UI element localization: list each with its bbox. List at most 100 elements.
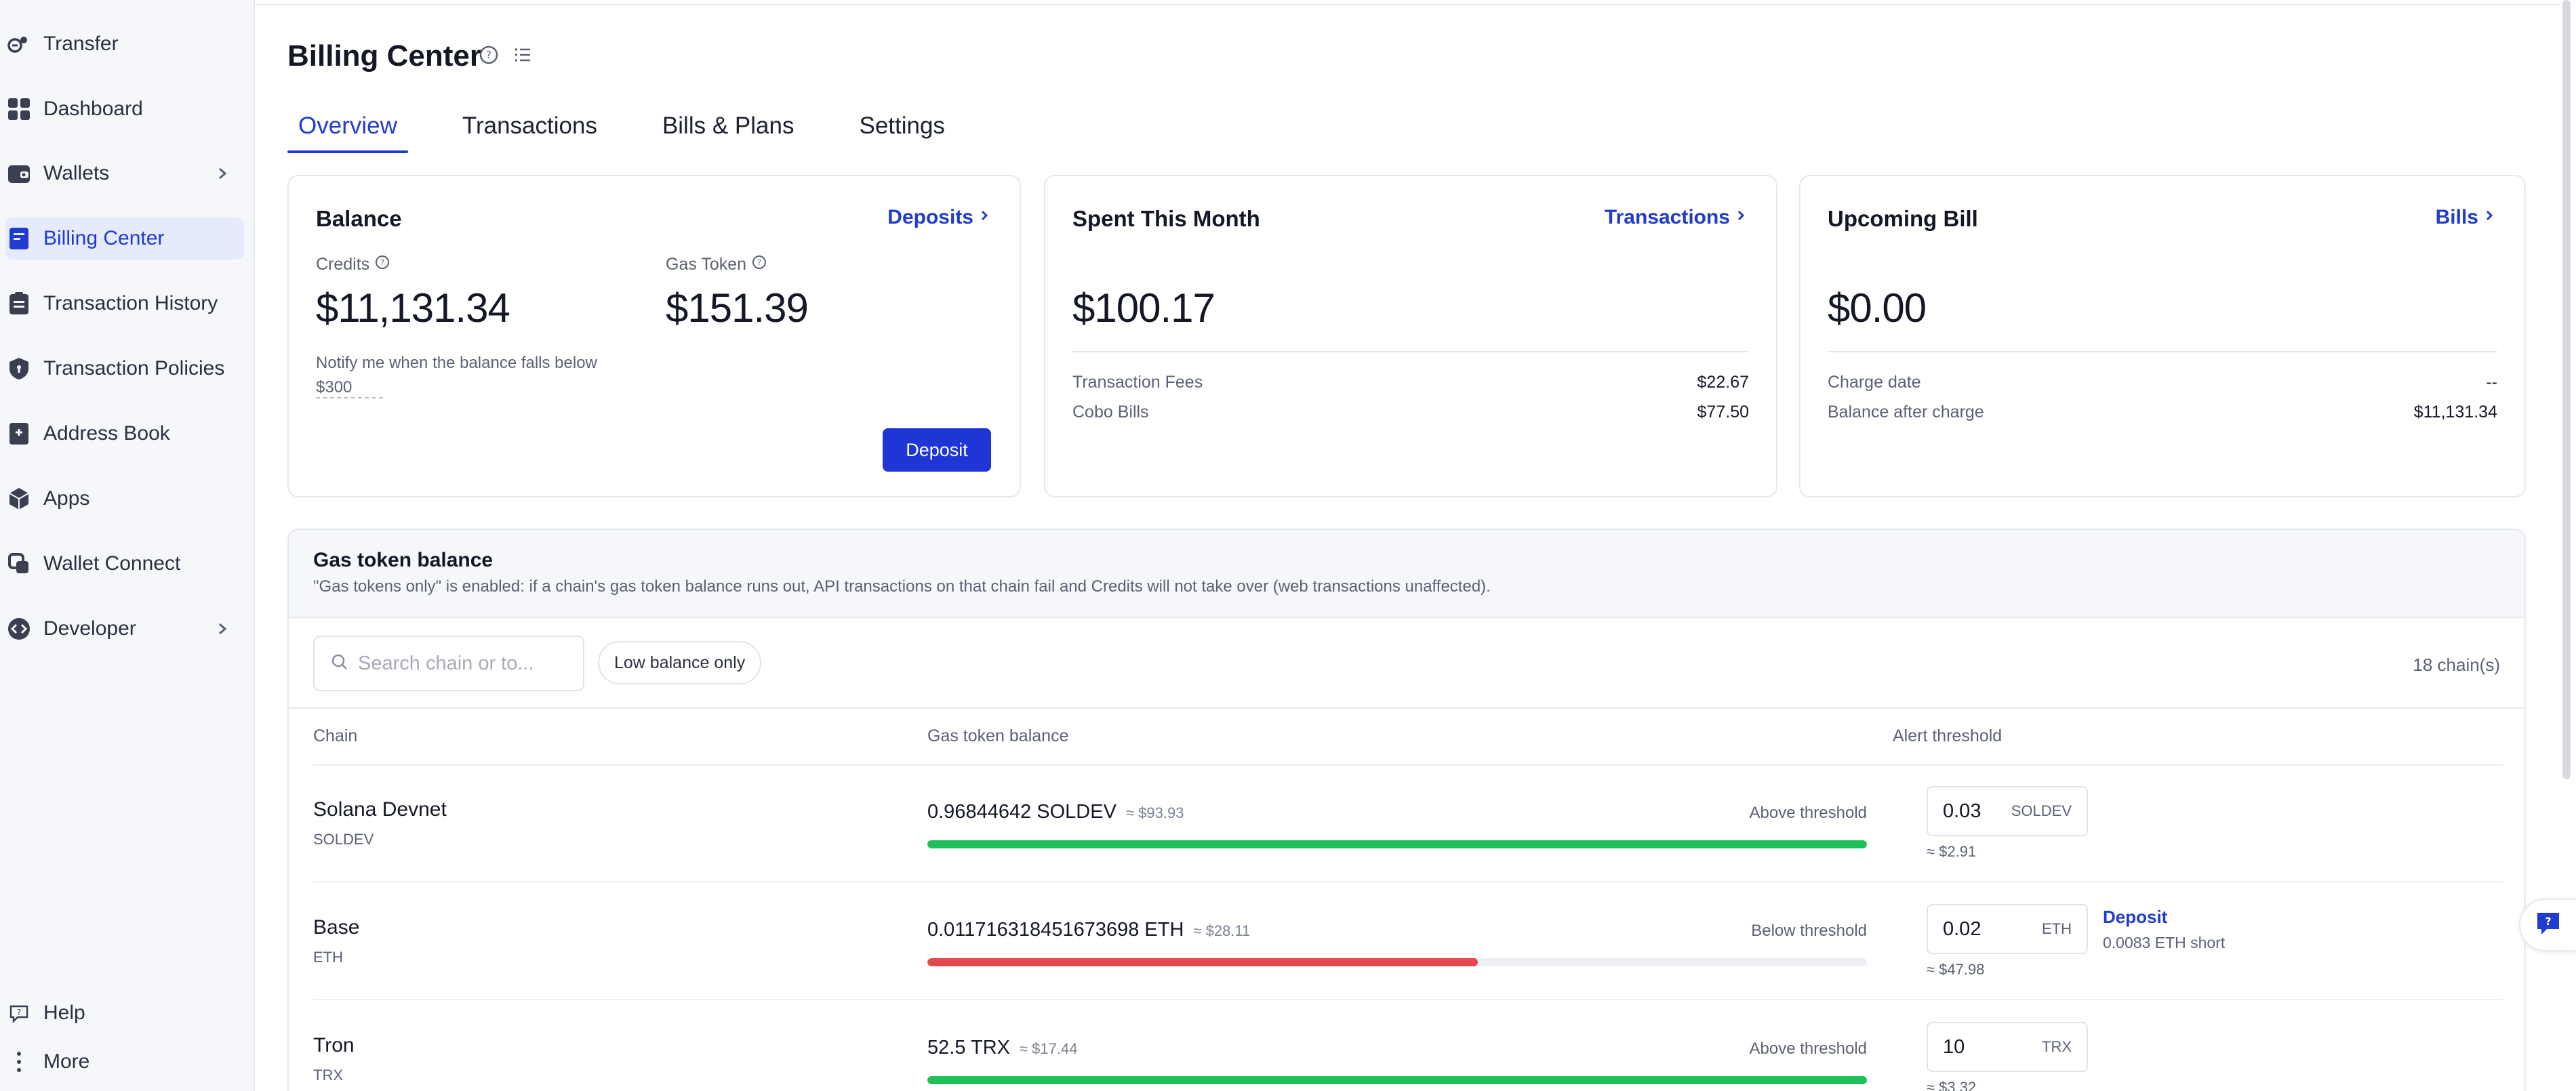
balance-after-value: $11,131.34 — [2413, 403, 2497, 421]
sidebar-item-transaction-policies[interactable]: Transaction Policies — [5, 348, 244, 390]
gas-balance-usd: ≈ $93.93 — [1125, 804, 1184, 821]
scrollbar[interactable] — [2562, 0, 2571, 779]
sidebar-item-wallet-connect[interactable]: Wallet Connect — [5, 543, 244, 585]
sidebar-item-transaction-history[interactable]: Transaction History — [5, 283, 244, 325]
billing-icon — [5, 225, 33, 252]
fee-label: Transaction Fees — [1072, 373, 1203, 392]
gas-balance-usd: ≈ $17.44 — [1019, 1040, 1078, 1057]
chain-symbol: ETH — [313, 949, 343, 966]
help-chat-icon: ? — [2535, 910, 2562, 941]
address-book-icon — [5, 420, 33, 447]
sidebar-item-dashboard[interactable]: Dashboard — [5, 88, 244, 130]
floating-help-button[interactable]: ? — [2519, 899, 2576, 951]
dashboard-icon — [5, 96, 33, 123]
row-divider — [313, 999, 2503, 1000]
help-circle-icon[interactable]: ? — [752, 255, 767, 274]
list-icon[interactable] — [512, 45, 533, 68]
gas-balance-amount: 52.5 TRX — [927, 1037, 1010, 1058]
sidebar-item-apps[interactable]: Apps — [5, 478, 244, 520]
spent-this-month-card: Spent This Month Transactions $100.17 Tr… — [1044, 175, 1777, 497]
chain-search[interactable] — [313, 636, 584, 691]
threshold-input[interactable]: 0.03 SOLDEV — [1927, 786, 2088, 836]
help-circle-icon[interactable]: ? — [479, 45, 499, 68]
chain-count: 18 chain(s) — [2413, 655, 2500, 675]
svg-text:?: ? — [2545, 915, 2551, 928]
chevron-right-icon — [979, 206, 991, 229]
column-header-balance: Gas token balance — [927, 726, 1069, 745]
more-menu[interactable]: More — [5, 1041, 244, 1083]
gas-panel-description: "Gas tokens only" is enabled: if a chain… — [313, 577, 1491, 596]
sidebar-item-billing-center[interactable]: Billing Center — [5, 218, 244, 260]
deposit-button[interactable]: Deposit — [883, 428, 991, 472]
chain-name: Solana Devnet — [313, 798, 447, 821]
deposits-link[interactable]: Deposits — [887, 206, 991, 229]
gas-panel-title: Gas token balance — [313, 549, 494, 571]
sidebar-item-transfer[interactable]: Transfer — [5, 23, 244, 65]
tab-bills-plans[interactable]: Bills & Plans — [662, 112, 794, 139]
chevron-right-icon — [2484, 206, 2496, 229]
threshold-input[interactable]: 0.02 ETH — [1927, 904, 2088, 954]
bills-value: $77.50 — [1697, 403, 1749, 421]
svg-text:?: ? — [757, 258, 761, 267]
balance-bar — [927, 1076, 1867, 1084]
help-link[interactable]: ? Help — [5, 992, 244, 1034]
low-balance-filter[interactable]: Low balance only — [598, 641, 762, 684]
threshold-status: Below threshold — [1751, 922, 1867, 940]
balance-bar — [927, 958, 1867, 966]
gas-token-label: Gas Token ? — [666, 255, 767, 274]
search-icon — [331, 653, 348, 674]
transactions-link[interactable]: Transactions — [1605, 206, 1748, 229]
upcoming-bill-card: Upcoming Bill Bills $0.00 Charge date --… — [1799, 175, 2526, 497]
tab-settings[interactable]: Settings — [859, 112, 945, 139]
chevron-right-icon — [1735, 206, 1748, 229]
code-icon — [5, 615, 33, 642]
tab-overview[interactable]: Overview — [287, 108, 408, 153]
svg-text:?: ? — [380, 258, 384, 267]
tab-transactions[interactable]: Transactions — [462, 112, 597, 139]
sidebar-item-developer[interactable]: Developer — [5, 608, 244, 650]
gas-balance: 52.5 TRX ≈ $17.44 — [927, 1037, 1077, 1059]
row-deposit-link[interactable]: Deposit — [2103, 907, 2168, 927]
sidebar-item-label: Apps — [43, 487, 90, 510]
top-divider — [255, 0, 2560, 5]
row-divider — [313, 764, 2503, 766]
shield-icon — [5, 355, 33, 382]
search-input[interactable] — [358, 652, 575, 675]
transactions-link-label: Transactions — [1604, 206, 1730, 228]
main-content: Billing Center ? Overview Transactions B… — [255, 0, 2576, 1091]
shortfall-text: 0.0083 ETH short — [2103, 934, 2226, 951]
more-vertical-icon — [5, 1048, 33, 1075]
gas-token-value: $151.39 — [666, 285, 809, 331]
divider — [1828, 351, 2497, 352]
bills-link[interactable]: Bills — [2436, 206, 2496, 229]
sidebar-item-label: Transaction History — [43, 292, 218, 314]
apps-icon — [5, 485, 33, 512]
upcoming-bill-title: Upcoming Bill — [1828, 206, 1978, 231]
charge-date-value: -- — [2486, 373, 2497, 392]
divider — [1072, 351, 1749, 352]
balance-bar-fill — [927, 840, 1867, 848]
gas-balance-usd: ≈ $28.11 — [1193, 922, 1251, 939]
sidebar-item-label: Dashboard — [43, 98, 143, 120]
threshold-input[interactable]: 10 TRX — [1927, 1022, 2088, 1072]
credits-label-text: Credits — [316, 255, 370, 274]
page-title: Billing Center — [287, 39, 482, 73]
sidebar-item-wallets[interactable]: Wallets — [5, 152, 244, 194]
sidebar-item-label: Billing Center — [43, 227, 165, 249]
credits-label: Credits ? — [316, 255, 390, 274]
help-circle-icon[interactable]: ? — [375, 255, 390, 274]
notify-threshold[interactable]: $300 — [316, 378, 384, 398]
gas-token-panel: Gas token balance "Gas tokens only" is e… — [287, 529, 2526, 1091]
chain-symbol: SOLDEV — [313, 831, 374, 848]
svg-text:?: ? — [17, 1008, 21, 1017]
sidebar-item-label: Transfer — [43, 33, 119, 55]
balance-after-label: Balance after charge — [1828, 403, 1984, 421]
row-divider — [313, 881, 2503, 882]
threshold-unit: TRX — [2042, 1038, 2072, 1055]
fee-value: $22.67 — [1697, 373, 1749, 392]
balance-bar-fill — [927, 1076, 1867, 1084]
gas-balance: 0.011716318451673698 ETH ≈ $28.11 — [927, 919, 1250, 941]
chain-name: Base — [313, 916, 360, 939]
bills-link-label: Bills — [2435, 206, 2478, 228]
sidebar-item-address-book[interactable]: Address Book — [5, 413, 244, 455]
